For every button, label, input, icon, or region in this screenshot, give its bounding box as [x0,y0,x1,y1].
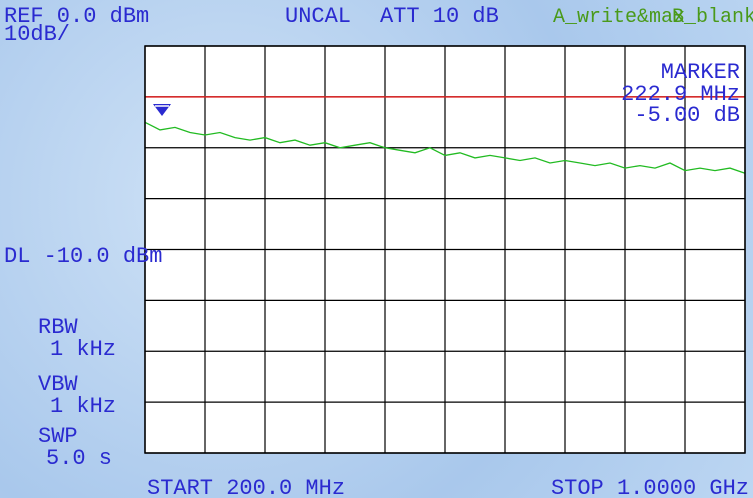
trace-b-mode: B_blank [672,6,753,29]
display-line-label: DL -10.0 dBm [4,244,162,269]
marker-frequency: 222.9 MHz [621,82,740,107]
stop-frequency: STOP 1.0000 GHz [551,476,749,498]
vbw-label: VBW [38,372,78,397]
traces [144,96,746,174]
uncal: UNCAL [285,4,351,29]
vbw-value: 1 kHz [50,394,116,419]
marker-level: -5.00 dB [634,103,740,128]
start-frequency: START 200.0 MHz [147,476,345,498]
sweep-value: 5.0 s [46,446,112,471]
ref-level: REF 0.0 dBm [4,4,149,29]
trace [144,121,746,174]
rbw-label: RBW [38,315,78,340]
rbw-value: 1 kHz [50,337,116,362]
marker-title: MARKER [661,60,740,85]
trace-a-mode: A_write&max [553,6,685,29]
sweep-label: SWP [38,424,78,449]
attenuation: ATT 10 dB [380,4,499,29]
plot-border [144,45,746,454]
scale: 10dB/ [4,22,70,47]
marker-icon [153,104,171,116]
